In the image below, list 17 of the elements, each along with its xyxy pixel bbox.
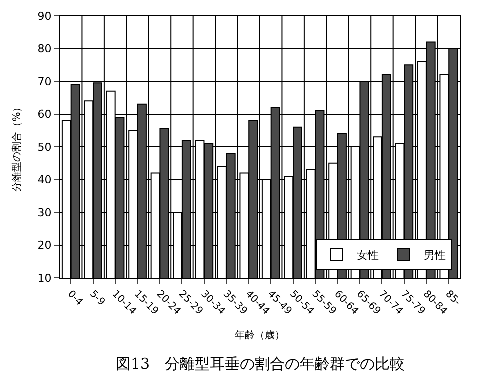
x-axis-title: 年齢（歳）	[235, 330, 285, 342]
legend-label: 男性	[424, 248, 446, 262]
y-tick-label: 60	[38, 108, 52, 122]
x-tick-label: 85-	[443, 288, 463, 308]
y-tick-label: 40	[38, 174, 52, 187]
y-tick-label: 30	[38, 206, 52, 220]
text: 図13 分離型耳垂の割合の年齢群での比較	[116, 355, 406, 373]
x-tick-label: 5-9	[88, 288, 108, 308]
y-tick-label: 70	[38, 75, 52, 88]
y-tick-label: 50	[38, 140, 52, 154]
x-tick-label: 0-4	[65, 288, 85, 308]
legend-label: 女性	[357, 248, 379, 262]
y-tick-label: 10	[38, 272, 52, 285]
y-tick-label: 80	[38, 42, 52, 56]
y-tick-label: 20	[38, 239, 52, 252]
y-tick-label: 90	[38, 10, 52, 23]
y-axis-title: 分離型の割合（%）	[10, 102, 23, 192]
